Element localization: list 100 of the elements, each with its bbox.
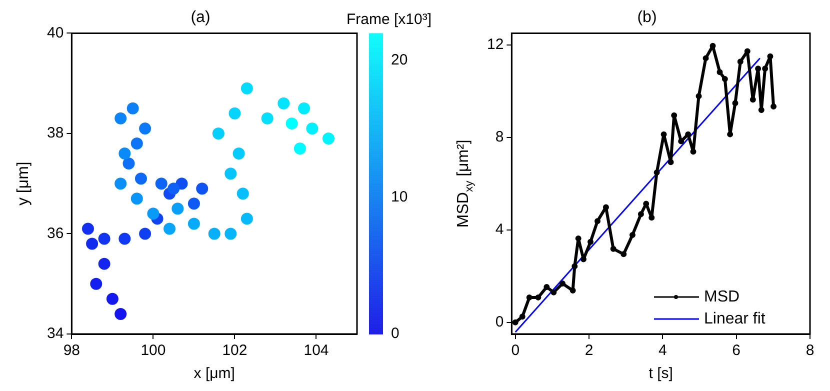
point: [737, 58, 744, 65]
point: [755, 66, 762, 72]
legend-label: MSD: [704, 288, 740, 306]
point: [294, 142, 306, 155]
point: [306, 122, 318, 134]
legend-label: Linear fit: [704, 310, 766, 328]
point: [560, 280, 566, 287]
point: [114, 178, 127, 190]
x-tick-label: 0: [511, 342, 520, 360]
point: [228, 107, 241, 120]
point: [716, 69, 723, 76]
point: [114, 308, 127, 320]
point: [106, 292, 118, 305]
point: [668, 159, 674, 166]
point: [261, 112, 274, 124]
point: [90, 278, 102, 290]
x-tick-label: 104: [304, 342, 329, 360]
y-tick-label: 12: [486, 36, 504, 53]
point: [610, 246, 616, 252]
point: [512, 319, 518, 326]
x-tick-label: 98: [63, 342, 80, 360]
y-tick-label: 0: [495, 314, 504, 331]
x-tick-label: 2: [584, 342, 594, 360]
color-bar-label: 0: [391, 325, 400, 342]
chart-title: (b): [637, 9, 657, 26]
point: [114, 112, 127, 124]
point: [240, 212, 253, 225]
point: [236, 188, 249, 200]
y-tick-label: 8: [495, 128, 504, 146]
point: [224, 168, 237, 180]
point: [654, 169, 660, 176]
point: [602, 204, 609, 210]
point: [575, 235, 582, 242]
point: [232, 148, 245, 160]
x-axis-title: t [s]: [648, 365, 673, 382]
x-axis-title: x [μm]: [194, 365, 235, 382]
x-tick-label: 8: [806, 342, 814, 360]
point: [702, 55, 709, 62]
point: [535, 294, 542, 300]
point: [86, 238, 98, 250]
point: [750, 96, 756, 103]
point: [98, 258, 110, 270]
point: [172, 202, 184, 215]
point: [118, 148, 131, 160]
y-axis-title: MSDxy [μm²]: [455, 140, 476, 228]
point: [155, 178, 168, 190]
point: [550, 289, 557, 296]
point: [224, 228, 237, 240]
point: [671, 112, 678, 118]
color-bar-label: 20: [391, 52, 408, 69]
x-tick-label: 4: [658, 342, 667, 360]
point: [678, 138, 684, 144]
point: [526, 294, 532, 300]
y-tick-label: 4: [495, 221, 504, 238]
point: [570, 288, 576, 294]
point: [594, 218, 600, 224]
point: [130, 137, 143, 150]
point: [130, 192, 143, 205]
point: [164, 222, 176, 235]
x-tick-label: 102: [222, 342, 248, 360]
point: [572, 263, 578, 270]
point: [212, 127, 224, 140]
point: [147, 208, 160, 220]
chart-title: (a): [190, 9, 210, 26]
point: [139, 228, 152, 240]
point: [122, 158, 135, 170]
point: [638, 211, 644, 218]
y-axis-title: y [μm]: [15, 162, 32, 206]
y-tick-label: 40: [46, 24, 64, 42]
color-bar-label: 10: [391, 188, 408, 206]
point: [278, 97, 290, 110]
y-tick-label: 34: [46, 325, 64, 342]
point: [770, 104, 777, 110]
point: [629, 232, 636, 238]
point: [732, 100, 738, 106]
point: [196, 182, 208, 195]
point: [298, 102, 310, 114]
point: [139, 122, 152, 134]
point: [758, 107, 764, 114]
point: [690, 148, 696, 155]
point: [134, 172, 147, 185]
point: [118, 232, 131, 245]
point: [286, 117, 298, 130]
x-tick-label: 6: [732, 342, 741, 360]
y-tick-label: 38: [46, 124, 64, 142]
point: [240, 82, 253, 94]
point: [762, 66, 768, 72]
point: [696, 93, 702, 100]
color-bar-title: Frame [x10³]: [346, 10, 432, 28]
point: [98, 232, 110, 245]
point: [168, 182, 180, 195]
point: [588, 238, 594, 245]
point: [744, 48, 750, 54]
point: [722, 76, 728, 82]
point: [544, 284, 550, 290]
point: [767, 53, 774, 60]
point: [82, 222, 94, 235]
point: [322, 132, 334, 144]
point: [685, 131, 692, 138]
point: [208, 228, 220, 240]
